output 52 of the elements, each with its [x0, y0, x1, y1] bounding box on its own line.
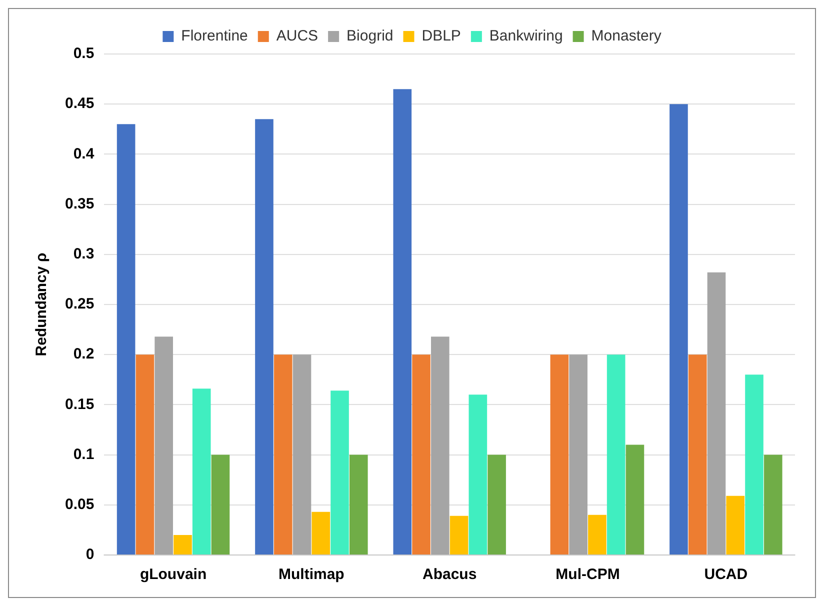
- bar: [606, 354, 626, 554]
- bar: [569, 354, 588, 554]
- bar: [192, 388, 211, 554]
- bar: [412, 354, 430, 554]
- y-tick-label: 0: [86, 546, 94, 564]
- x-tick-label: Multimap: [278, 566, 344, 584]
- bar: [116, 124, 136, 554]
- bar: [707, 272, 726, 554]
- x-tick-label: UCAD: [704, 566, 748, 584]
- bar: [312, 512, 330, 554]
- bar: [154, 336, 173, 554]
- bar: [488, 454, 506, 554]
- bar: [211, 454, 230, 554]
- bar: [626, 444, 644, 554]
- y-tick-label: 0.45: [64, 95, 94, 112]
- y-tick-label: 0.15: [64, 396, 94, 413]
- bar: [136, 354, 154, 554]
- y-tick-label: 0.25: [64, 296, 94, 313]
- legend-label: DBLP: [422, 28, 461, 45]
- legend-label: Biogrid: [346, 28, 394, 45]
- bar: [550, 354, 569, 554]
- y-tick-label: 0.5: [73, 45, 94, 62]
- bar: [393, 89, 412, 554]
- bar: [292, 354, 312, 554]
- legend-label: AUCS: [276, 28, 318, 45]
- y-axis-title: Redundancy ρ: [33, 252, 50, 356]
- legend-label: Monastery: [591, 28, 662, 45]
- x-tick-label: Mul-CPM: [556, 566, 620, 584]
- bar: [670, 104, 688, 554]
- bar: [688, 354, 707, 554]
- bar: [468, 394, 488, 554]
- y-tick-label: 0.35: [64, 195, 94, 212]
- bar: [745, 374, 764, 554]
- x-tick-label: gLouvain: [140, 566, 207, 584]
- legend-label: Bankwiring: [489, 28, 563, 45]
- bar: [255, 119, 274, 554]
- y-tick-label: 0.2: [73, 346, 94, 363]
- bar: [764, 454, 782, 554]
- legend-label: Florentine: [181, 28, 248, 45]
- y-tick-label: 0.05: [64, 496, 94, 514]
- y-tick-label: 0.4: [73, 145, 95, 162]
- bar: [588, 514, 606, 554]
- bar: [174, 534, 192, 554]
- bar: [450, 516, 468, 554]
- y-tick-label: 0.3: [73, 246, 94, 263]
- bar: [349, 454, 368, 554]
- bar: [431, 336, 450, 554]
- y-tick-label: 0.1: [73, 446, 94, 463]
- x-tick-label: Abacus: [422, 566, 477, 584]
- bar: [330, 390, 349, 554]
- bar: [274, 354, 292, 554]
- bar: [726, 496, 745, 554]
